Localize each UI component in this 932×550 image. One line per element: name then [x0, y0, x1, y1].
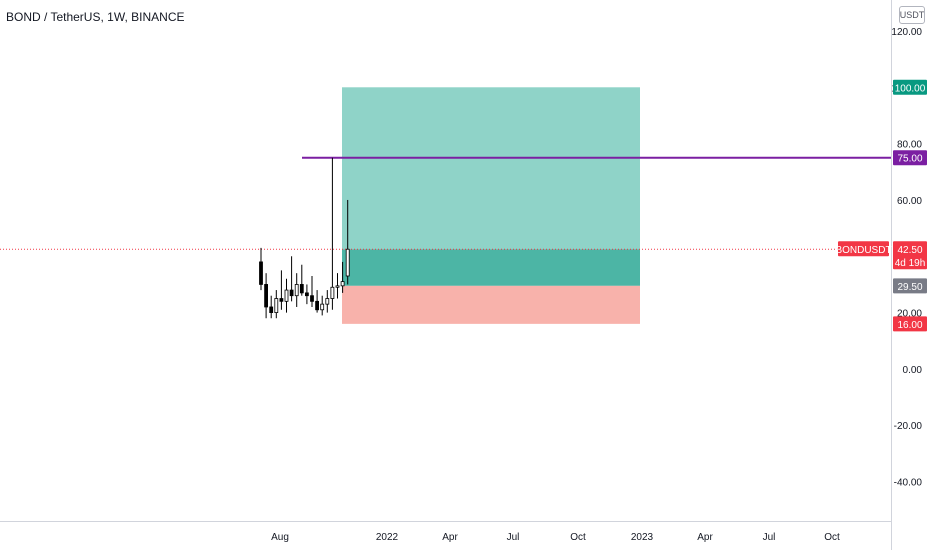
price-tags: 100.00 75.00 29.50 16.00 42.50 4d 19h BONDUSDT — [835, 79, 927, 332]
time-axis[interactable]: Aug 2022 Apr Jul Oct 2023 Apr Jul Oct — [271, 532, 840, 543]
candle-body — [315, 300, 320, 311]
candle-body — [310, 295, 314, 302]
level-lines[interactable] — [0, 156, 891, 250]
x-tick-label: Apr — [442, 532, 458, 543]
y-tick-label: -40.00 — [894, 478, 923, 489]
open-profit-zone[interactable] — [342, 249, 640, 286]
candle-body — [264, 284, 269, 308]
x-tick-label: 2023 — [631, 532, 654, 543]
level-tag-text: 75.00 — [897, 154, 922, 165]
currency-badge[interactable]: USDT — [899, 6, 925, 24]
symbol-tag-text: BONDUSDT — [835, 245, 891, 256]
candle-body — [340, 281, 345, 287]
target-tag-bg — [893, 79, 927, 95]
chart-title: BOND / TetherUS, 1W, BINANCE — [6, 10, 185, 24]
candle-body — [299, 284, 304, 294]
candle-body — [289, 289, 294, 297]
stop-loss-zone[interactable] — [342, 285, 640, 324]
x-tick-label: 2022 — [376, 532, 399, 543]
candles — [259, 157, 350, 319]
y-tick-label: 60.00 — [897, 196, 922, 207]
target-tag-text: 100.00 — [895, 83, 926, 94]
candle-body — [274, 298, 279, 314]
last-price-tag-bg — [893, 241, 927, 270]
last-price-tag-text: 42.50 — [897, 245, 922, 256]
y-tick-label: -20.00 — [894, 421, 923, 432]
stop-tag-text: 16.00 — [897, 320, 922, 331]
candle-body — [320, 303, 325, 311]
y-tick-label: 0.00 — [903, 365, 923, 376]
candle-body — [269, 306, 274, 313]
candle-body — [335, 285, 340, 288]
y-tick-label: 80.00 — [897, 140, 922, 151]
candle-body — [304, 292, 309, 297]
x-tick-label: Oct — [824, 532, 840, 543]
x-tick-label: Oct — [570, 532, 586, 543]
countdown-text: 4d 19h — [895, 258, 926, 269]
candle-body — [284, 289, 289, 302]
x-tick-label: Jul — [507, 532, 520, 543]
y-tick-label: 120.00 — [891, 27, 922, 38]
candle-body — [294, 284, 299, 297]
entry-tag-text: 29.50 — [897, 282, 922, 293]
level-tag-bg — [893, 150, 927, 166]
candle-body — [259, 261, 263, 285]
candle-body — [279, 298, 284, 302]
entry-tag-bg — [893, 278, 927, 294]
x-tick-label: Aug — [271, 532, 289, 543]
candle-body — [325, 298, 330, 305]
stop-tag-bg — [893, 316, 927, 332]
candle-body — [330, 286, 335, 299]
y-tick-label: 20.00 — [897, 309, 922, 320]
x-tick-label: Apr — [697, 532, 713, 543]
candle-body — [345, 248, 350, 277]
target-zone[interactable] — [342, 87, 640, 250]
symbol-tag-bg — [838, 241, 889, 257]
long-position-tool[interactable] — [342, 87, 640, 324]
x-tick-label: Jul — [763, 532, 776, 543]
